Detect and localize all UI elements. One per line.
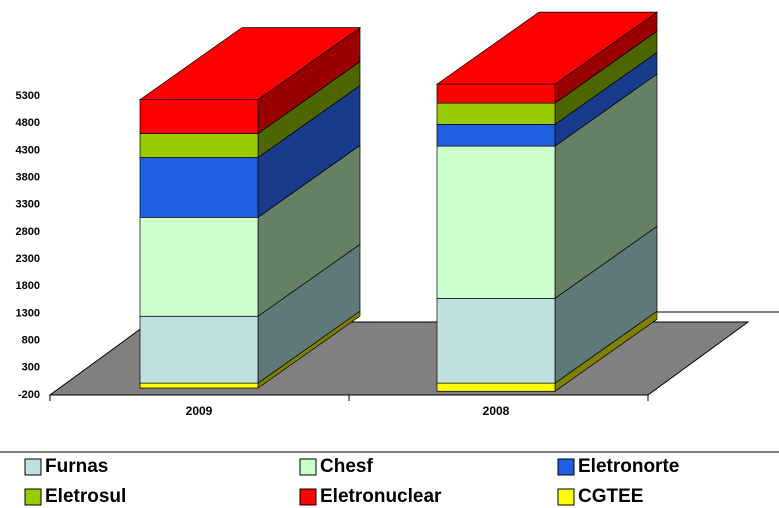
bar <box>139 133 259 158</box>
x-tick-label: 2008 <box>483 404 510 418</box>
legend-swatch <box>299 458 317 476</box>
y-tick-label: 3300 <box>16 199 40 211</box>
bar <box>139 382 259 389</box>
bar <box>436 124 556 147</box>
legend-label: Chesf <box>320 456 373 477</box>
bar <box>139 216 259 317</box>
y-tick-label: 300 <box>22 362 40 374</box>
bar-top <box>138 27 362 100</box>
bar <box>139 157 259 218</box>
legend-label: Furnas <box>45 456 108 477</box>
bar <box>139 99 259 134</box>
bar <box>139 315 259 384</box>
bar <box>436 102 556 125</box>
legend-swatch <box>24 488 42 506</box>
y-tick-label: 1800 <box>16 280 40 292</box>
y-tick-label: 5300 <box>16 90 40 102</box>
bar <box>436 382 556 392</box>
legend-swatch <box>24 458 42 476</box>
y-tick-label: 2300 <box>16 253 40 265</box>
bar <box>436 145 556 299</box>
legend-swatch <box>557 488 575 506</box>
legend-swatch <box>557 458 575 476</box>
legend-label: Eletronuclear <box>320 486 442 507</box>
legend-swatch <box>299 488 317 506</box>
legend-label: Eletronorte <box>578 456 679 477</box>
y-tick-label: 4800 <box>16 117 40 129</box>
legend-label: Eletrosul <box>45 486 126 507</box>
y-tick-label: 800 <box>22 335 40 347</box>
bar <box>436 83 556 104</box>
bar-top <box>435 11 659 85</box>
y-tick-label: 4300 <box>16 144 40 156</box>
legend-label: CGTEE <box>578 486 643 507</box>
y-tick-label: 1300 <box>16 307 40 319</box>
x-tick-label: 2009 <box>186 404 213 418</box>
y-tick-label: 2800 <box>16 226 40 238</box>
y-tick-label: -200 <box>18 389 40 401</box>
y-tick-label: 3800 <box>16 171 40 183</box>
bar <box>436 297 556 384</box>
